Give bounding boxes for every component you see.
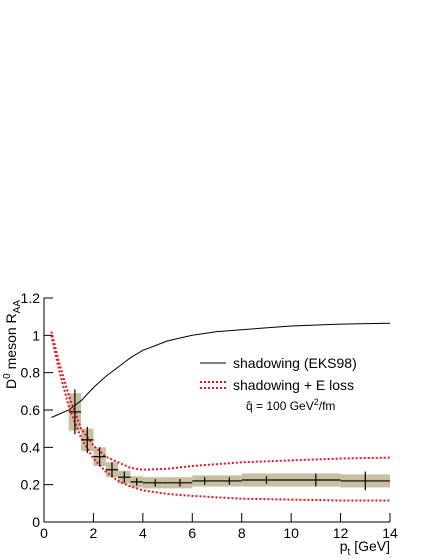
y-tick-label: 1 bbox=[32, 327, 40, 343]
eloss-lower bbox=[50, 335, 390, 502]
y-label-rest: meson R bbox=[3, 313, 19, 373]
annotation-rest: /fm bbox=[319, 399, 336, 413]
y-tick-label: 0 bbox=[32, 514, 40, 530]
x-tick-label: 6 bbox=[188, 525, 196, 541]
x-tick-label: 2 bbox=[90, 525, 98, 541]
y-tick-label: 1.2 bbox=[21, 290, 41, 306]
eloss-upper bbox=[50, 331, 391, 471]
x-tick-label: 12 bbox=[333, 525, 349, 541]
x-tick-label: 14 bbox=[382, 525, 398, 541]
y-axis-label: D0 meson RAA bbox=[2, 300, 23, 389]
x-tick-label: 8 bbox=[238, 525, 246, 541]
legend-label: shadowing + E loss bbox=[233, 377, 354, 393]
x-tick-label: 10 bbox=[283, 525, 299, 541]
x-tick-label: 0 bbox=[40, 525, 48, 541]
y-tick-label: 0.8 bbox=[21, 365, 41, 381]
x-tick-label: 4 bbox=[139, 525, 147, 541]
x-label-main: p bbox=[340, 538, 348, 554]
y-tick-label: 0.6 bbox=[21, 402, 41, 418]
legend-label: shadowing (EKS98) bbox=[233, 355, 357, 371]
y-label-sub: AA bbox=[12, 300, 23, 314]
y-tick-label: 0.4 bbox=[21, 439, 41, 455]
y-tick-label: 0.2 bbox=[21, 477, 41, 493]
x-label-sub: t bbox=[348, 547, 351, 558]
y-label-main: D bbox=[3, 379, 19, 389]
x-label-rest: [GeV] bbox=[350, 538, 390, 554]
shadowing-line bbox=[51, 322, 391, 418]
annotation-main: q̂ = 100 GeV bbox=[246, 399, 314, 413]
y-label-sup: 0 bbox=[2, 373, 13, 379]
annotation-sup: 2 bbox=[314, 397, 319, 407]
annotation: q̂ = 100 GeV2/fm bbox=[246, 397, 335, 413]
x-axis-label: pt [GeV] bbox=[340, 538, 390, 558]
